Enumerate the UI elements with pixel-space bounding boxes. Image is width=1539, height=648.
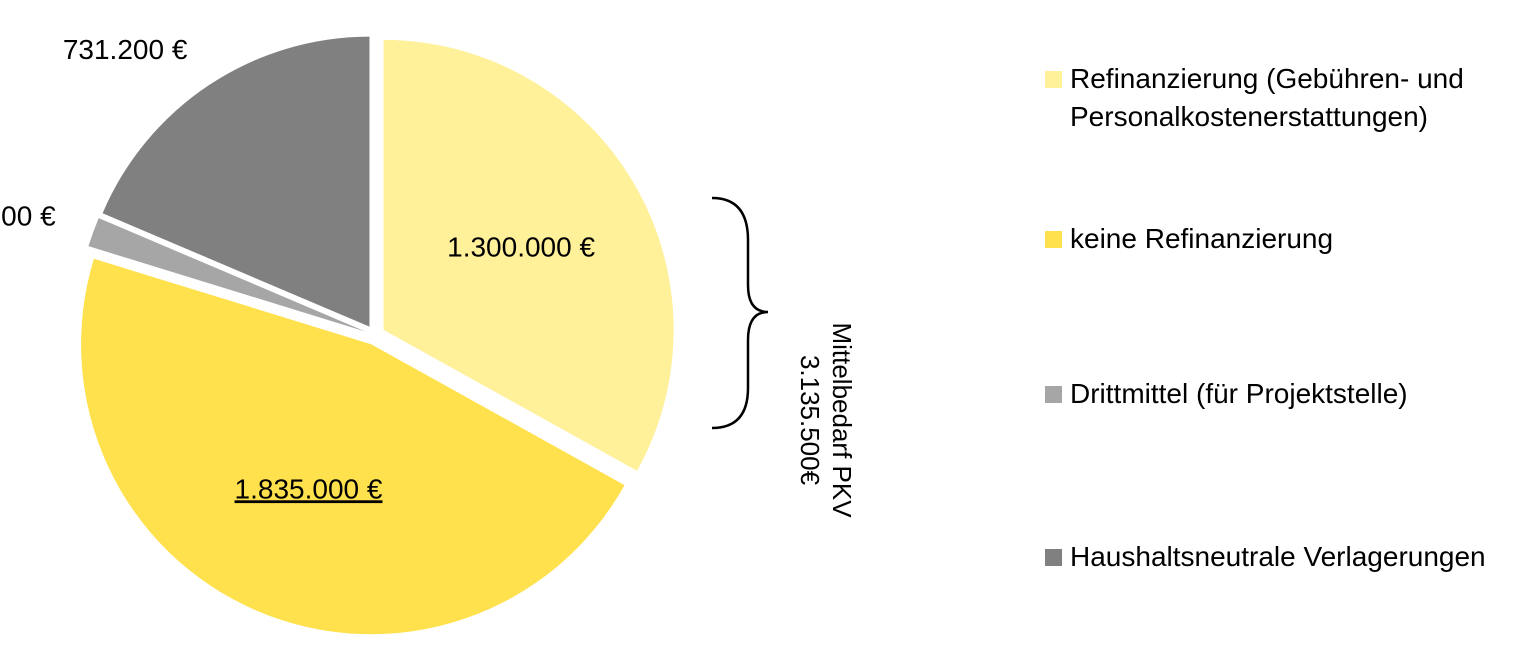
annotation-line: 3.135.500€ <box>795 355 825 486</box>
legend-item: Haushaltsneutrale Verlagerungen <box>1045 538 1486 576</box>
pie-slice <box>81 258 625 635</box>
legend-item: keine Refinanzierung <box>1045 220 1333 258</box>
value-label: 64.500 € <box>0 201 56 232</box>
legend-swatch <box>1045 549 1062 566</box>
legend-swatch <box>1045 71 1062 88</box>
legend-item: Drittmittel (für Projektstelle) <box>1045 375 1408 413</box>
legend-label: Refinanzierung (Gebühren- und Personalko… <box>1070 63 1464 132</box>
legend-item: Refinanzierung (Gebühren- und Personalko… <box>1045 60 1535 136</box>
brace <box>711 196 769 430</box>
value-label: 731.200 € <box>63 34 188 65</box>
pie-slice <box>383 39 674 471</box>
legend-swatch <box>1045 386 1062 403</box>
legend-label: Haushaltsneutrale Verlagerungen <box>1070 541 1486 572</box>
annotation-line: Mittelbedarf PKV <box>827 322 857 518</box>
value-label: 1.300.000 € <box>447 231 595 262</box>
legend-swatch <box>1045 231 1062 248</box>
annotation: Mittelbedarf PKV 3.135.500€ <box>795 322 857 518</box>
legend-label: keine Refinanzierung <box>1070 223 1334 254</box>
value-label: 1.835.000 € <box>235 473 383 504</box>
pie-slice <box>88 218 366 332</box>
pie-slice <box>102 36 370 327</box>
legend-label: Drittmittel (für Projektstelle) <box>1070 378 1408 409</box>
